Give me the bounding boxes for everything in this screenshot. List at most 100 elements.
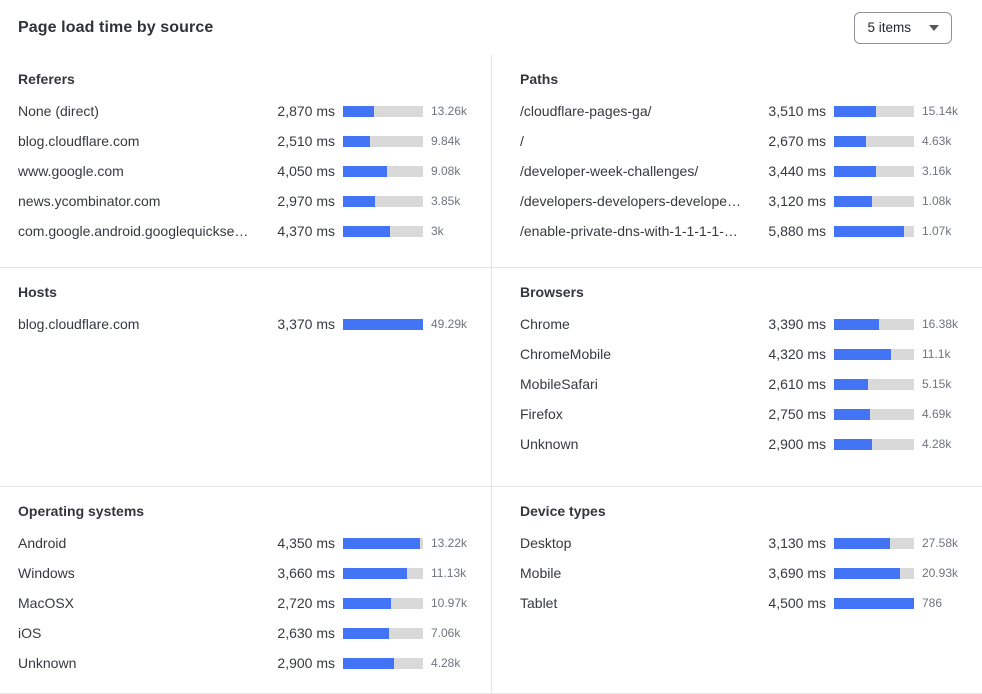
row-label: Unknown: [18, 655, 77, 671]
panel-paths: Paths/cloudflare-pages-ga/3,510 ms 15.14k…: [491, 55, 982, 267]
row-label: ChromeMobile: [520, 346, 612, 362]
row-label: Firefox: [520, 406, 563, 422]
bar-track: [343, 135, 423, 147]
row-label: iOS: [18, 625, 42, 641]
row-count: 4.63k: [922, 134, 952, 148]
table-row: Android 4,350 ms 13.22k: [18, 528, 479, 558]
row-count: 7.06k: [431, 626, 461, 640]
table-row: MobileSafari 2,610 ms 5.15k: [520, 369, 970, 399]
bar-track: [343, 318, 423, 330]
row-count: 9.08k: [431, 164, 461, 178]
bar-fill: [834, 567, 900, 579]
table-row: /developer-week-challenges/3,440 ms 3.16k: [520, 156, 970, 186]
bar-track: [834, 135, 914, 147]
bar-track: [834, 408, 914, 420]
bar-fill: [834, 195, 872, 207]
panel-title: Operating systems: [18, 503, 145, 519]
table-row: Desktop 3,130 ms 27.58k: [520, 528, 970, 558]
bar-fill: [343, 165, 387, 177]
bar-track: [343, 105, 423, 117]
row-count: 786: [922, 596, 943, 610]
bar-fill: [834, 165, 876, 177]
bar-fill: [834, 225, 905, 237]
panel-title: Device types: [520, 503, 606, 519]
row-count: 11.13k: [431, 566, 467, 580]
row-load-time: 4,320 ms: [768, 346, 826, 362]
table-row: Chrome 3,390 ms 16.38k: [520, 309, 970, 339]
row-load-time: 2,720 ms: [277, 595, 335, 611]
row-load-time: 3,130 ms: [768, 535, 826, 551]
bar-fill: [343, 657, 395, 669]
row-load-time: 4,370 ms: [277, 223, 335, 239]
row-load-time: 2,900 ms: [768, 436, 826, 452]
bar-fill: [343, 597, 391, 609]
panel-operating-systems: Operating systems Android 4,350 ms 13.22k Wi…: [0, 486, 491, 693]
row-label: /developer-week-challenges/: [520, 163, 699, 179]
bar-fill: [834, 537, 890, 549]
row-load-time: 4,050 ms: [277, 163, 335, 179]
bar-fill: [343, 318, 423, 330]
row-label: Windows: [18, 565, 75, 581]
row-label: Tablet: [520, 595, 558, 611]
bar-track: [834, 537, 914, 549]
items-count-dropdown[interactable]: 5 items: [854, 11, 952, 44]
table-row: ChromeMobile 4,320 ms 11.1k: [520, 339, 970, 369]
row-load-time: 2,610 ms: [768, 376, 826, 392]
panel-title: Hosts: [18, 284, 57, 300]
bar-fill: [834, 438, 873, 450]
row-count: 27.58k: [922, 536, 959, 550]
row-count: 1.07k: [922, 224, 952, 238]
row-label: blog.cloudflare.com: [18, 133, 140, 149]
table-row: iOS 2,630 ms 7.06k: [18, 618, 479, 648]
row-label: www.google.com: [18, 163, 124, 179]
panel-title: Paths: [520, 71, 559, 87]
row-load-time: 2,670 ms: [768, 133, 826, 149]
bar-fill: [343, 627, 390, 639]
panel-hosts: Hosts blog.cloudflare.com 3,370 ms 49.29k: [0, 267, 491, 486]
row-count: 13.22k: [431, 536, 468, 550]
row-count: 49.29k: [431, 317, 468, 331]
table-row: MacOSX 2,720 ms 10.97k: [18, 588, 479, 618]
bar-fill: [343, 225, 391, 237]
row-label: /developers-developers-developers/: [520, 193, 742, 209]
row-count: 3k: [431, 224, 444, 238]
page-title: Page load time by source: [18, 18, 214, 36]
panels-grid: Referers None (direct) 2,870 ms 13.26k blog.…: [0, 55, 982, 694]
bar-fill: [343, 105, 375, 117]
row-load-time: 3,510 ms: [768, 103, 826, 119]
table-row: www.google.com 4,050 ms 9.08k: [18, 156, 479, 186]
bar-track: [343, 195, 423, 207]
table-row: news.ycombinator.com 2,970 ms 3.85k: [18, 186, 479, 216]
table-row: Mobile 3,690 ms 20.93k: [520, 558, 970, 588]
row-label: None (direct): [18, 103, 99, 119]
row-label: blog.cloudflare.com: [18, 316, 140, 332]
panel-title: Referers: [18, 71, 75, 87]
table-row: Firefox 2,750 ms 4.69k: [520, 399, 970, 429]
bar-fill: [834, 348, 891, 360]
row-label: /enable-private-dns-with-1-1-1-1-on-...: [520, 223, 742, 239]
row-label: /: [520, 133, 524, 149]
panel-referers: Referers None (direct) 2,870 ms 13.26k blog.…: [0, 55, 491, 267]
bar-track: [343, 627, 423, 639]
bar-fill: [343, 135, 371, 147]
bar-track: [834, 225, 914, 237]
bar-fill: [834, 597, 914, 609]
table-row: blog.cloudflare.com 2,510 ms 9.84k: [18, 126, 479, 156]
panel-title: Browsers: [520, 284, 584, 300]
table-row: /cloudflare-pages-ga/3,510 ms 15.14k: [520, 96, 970, 126]
row-load-time: 3,690 ms: [768, 565, 826, 581]
row-label: /cloudflare-pages-ga/: [520, 103, 652, 119]
row-load-time: 2,750 ms: [768, 406, 826, 422]
row-label: MobileSafari: [520, 376, 598, 392]
bar-fill: [834, 378, 869, 390]
bar-track: [834, 438, 914, 450]
row-label: com.google.android.googlequicksearc...: [18, 223, 251, 239]
bar-track: [834, 195, 914, 207]
items-count-value: 5 items: [867, 20, 911, 35]
bar-track: [343, 165, 423, 177]
row-label: news.ycombinator.com: [18, 193, 161, 209]
bar-track: [343, 225, 423, 237]
bar-fill: [343, 537, 420, 549]
bar-track: [834, 165, 914, 177]
chevron-down-icon: [929, 24, 939, 31]
